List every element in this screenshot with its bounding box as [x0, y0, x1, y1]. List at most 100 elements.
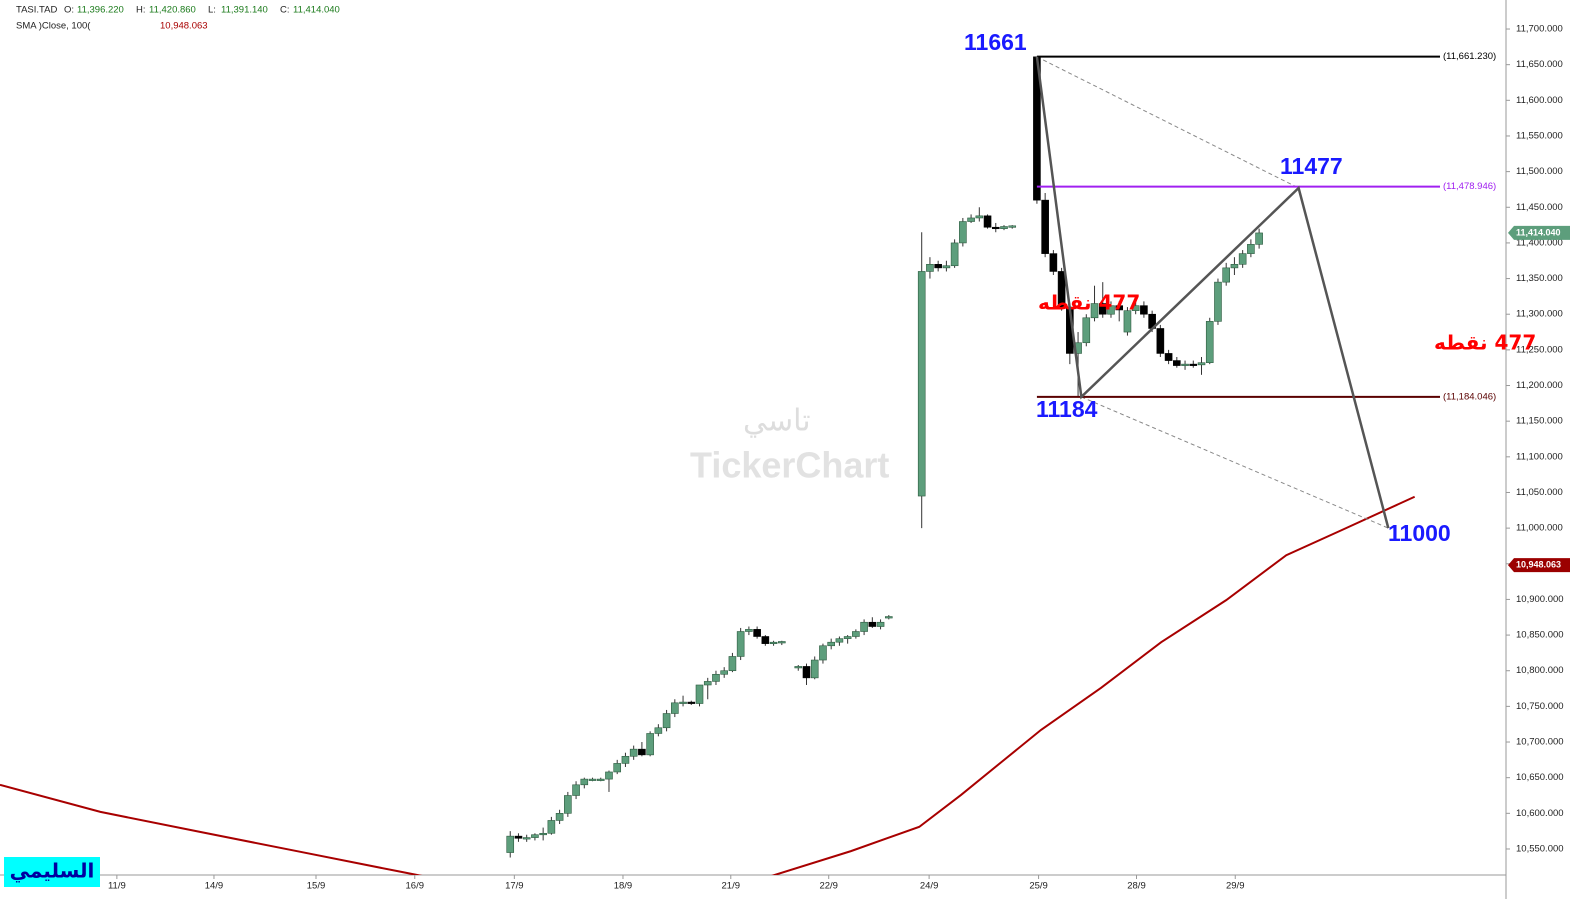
candle-body [835, 638, 844, 643]
candle-body [983, 215, 992, 228]
candle-body [753, 629, 761, 637]
candle-body [884, 616, 893, 619]
candle-body [802, 666, 811, 679]
x-tick-label: 22/9 [819, 881, 838, 892]
candle-body [687, 701, 696, 704]
x-tick-label: 24/9 [920, 881, 939, 892]
price-tag [1508, 558, 1570, 573]
candle-body [572, 784, 580, 796]
candle-body [959, 221, 967, 244]
candle-body [621, 755, 630, 764]
candle-body [1098, 303, 1107, 315]
level-label: (11,661.230) [1443, 51, 1496, 62]
candle-body [679, 701, 687, 704]
candle-body [1164, 353, 1173, 361]
candle-body [934, 264, 942, 269]
sma-label: SMA )Close, 100( [16, 21, 91, 32]
dashed-line [1036, 56, 1299, 189]
candle-body [580, 778, 589, 786]
candle-body [564, 795, 572, 814]
candle-body [1214, 281, 1222, 322]
candle-body [720, 670, 728, 675]
candle-body [810, 659, 819, 679]
annotation: 11184 [1036, 396, 1098, 422]
candle-body [1008, 225, 1017, 228]
candle-body [778, 641, 786, 644]
y-tick-label: 11,650.000 [1516, 59, 1563, 70]
candle-body [662, 713, 671, 729]
x-tick-label: 16/9 [406, 881, 425, 892]
candle-body [1222, 267, 1230, 283]
candle-body [1082, 317, 1091, 344]
y-tick-label: 11,450.000 [1516, 202, 1563, 213]
candle-body [613, 763, 622, 773]
field-value: 11,391.140 [221, 5, 268, 16]
signature: السليمي [10, 859, 95, 884]
candle-body [736, 631, 745, 657]
candle-body [942, 265, 951, 269]
candle-body [950, 242, 959, 267]
candle-body [843, 636, 852, 639]
x-tick-label: 25/9 [1029, 881, 1048, 892]
y-tick-label: 11,400.000 [1516, 237, 1563, 248]
field-key: L: [208, 5, 216, 16]
y-tick-label: 10,550.000 [1516, 843, 1564, 854]
price-tag-label: 10,948.063 [1516, 560, 1561, 570]
candle-body [1238, 253, 1247, 265]
y-tick-label: 10,850.000 [1516, 630, 1564, 641]
pattern-line [1035, 56, 1390, 529]
candle-body [1049, 253, 1058, 272]
x-tick-label: 14/9 [205, 881, 224, 892]
candle-body [917, 271, 926, 497]
candle-body [605, 771, 613, 780]
candle-body [1230, 264, 1239, 269]
candle-body [547, 820, 556, 834]
price-tag-label: 11,414.040 [1516, 227, 1561, 237]
x-tick-label: 15/9 [307, 881, 326, 892]
candle-body [522, 837, 531, 840]
y-tick-label: 11,500.000 [1516, 166, 1563, 177]
candle-body [1140, 305, 1148, 315]
candle-body [1057, 271, 1066, 308]
field-value: 11,414.040 [293, 5, 340, 16]
candle-body [638, 748, 646, 756]
symbol: TASI.TAD [16, 5, 57, 16]
y-tick-label: 11,000.000 [1516, 523, 1563, 534]
candle-body [975, 215, 984, 219]
sma-line [0, 495, 1416, 875]
y-tick-label: 11,250.000 [1516, 344, 1563, 355]
candle-body [827, 641, 835, 647]
candle-body [1247, 244, 1255, 254]
candle-body [728, 656, 737, 672]
candle-body [1000, 226, 1008, 229]
candle-body [860, 621, 868, 632]
candle-body [967, 217, 975, 222]
candle-body [761, 636, 770, 644]
field-key: H: [136, 5, 146, 16]
candle-body [852, 631, 860, 637]
field-value: 11,396.220 [77, 5, 124, 16]
x-tick-label: 11/9 [108, 881, 126, 892]
price-tag [1508, 225, 1570, 240]
y-tick-label: 10,700.000 [1516, 737, 1564, 748]
y-tick-label: 11,150.000 [1516, 416, 1563, 427]
candle-body [769, 641, 778, 645]
x-tick-label: 29/9 [1226, 881, 1245, 892]
candle-body [819, 645, 827, 661]
candle-body [629, 748, 638, 757]
annotation: 477 نقطه [1434, 331, 1536, 355]
candle-body [926, 264, 934, 272]
candle-body [868, 621, 877, 627]
candle-body [876, 621, 885, 627]
y-tick-label: 11,300.000 [1516, 309, 1563, 320]
signature-box [4, 857, 100, 887]
candle-body [703, 681, 712, 686]
candle-body [794, 666, 803, 669]
x-tick-label: 21/9 [722, 881, 741, 892]
y-tick-label: 11,700.000 [1516, 24, 1563, 35]
y-tick-label: 10,600.000 [1516, 808, 1564, 819]
y-tick-label: 10,800.000 [1516, 665, 1564, 676]
y-tick-label: 10,900.000 [1516, 594, 1564, 605]
candle-body [1123, 310, 1132, 333]
